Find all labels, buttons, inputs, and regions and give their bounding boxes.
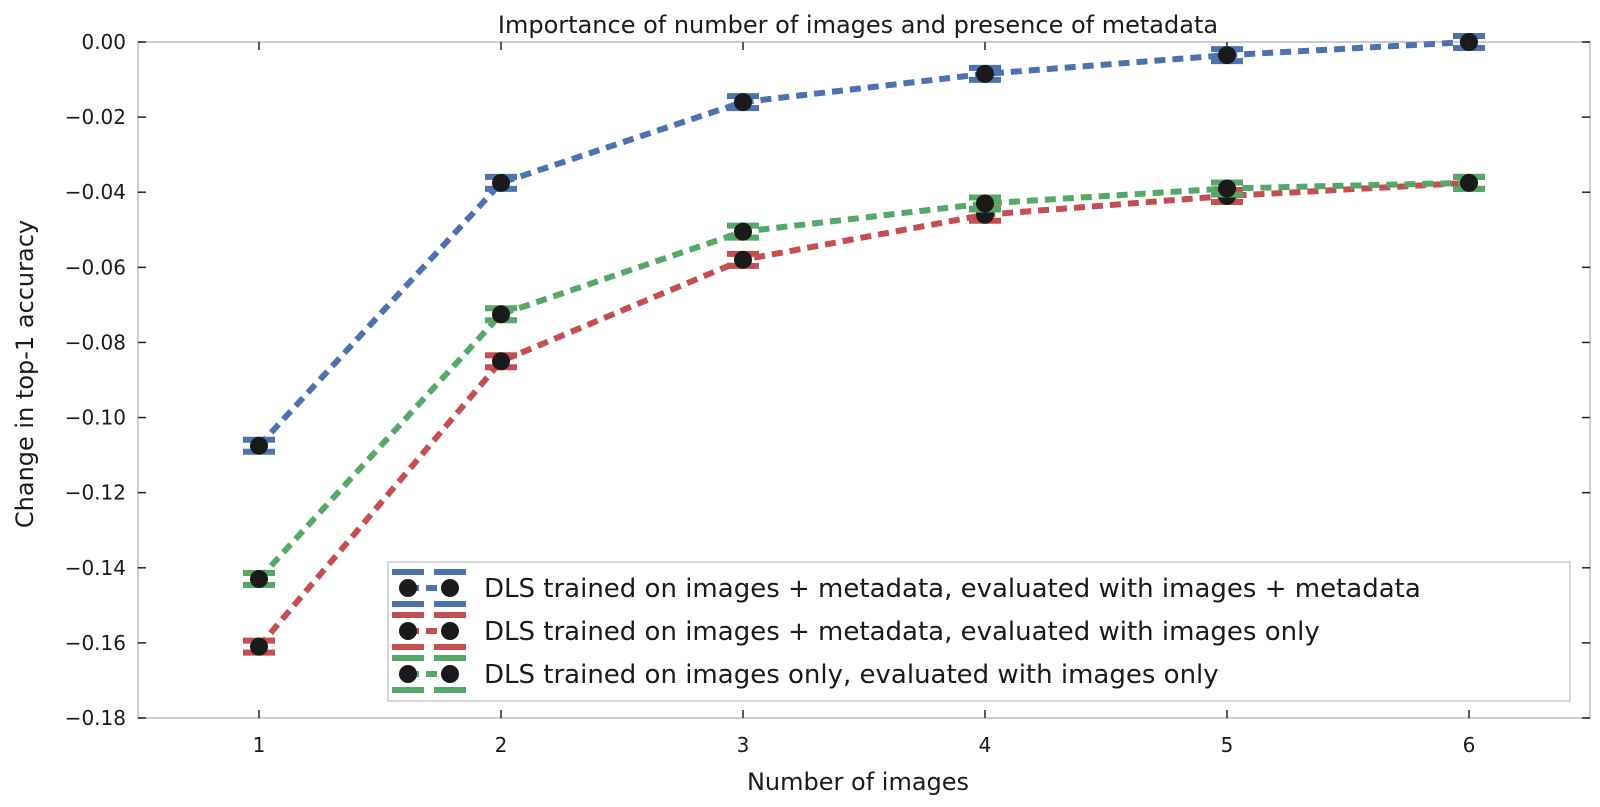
ticks-layer: 0.00 −0.02 −0.04 −0.06 −0.08 −0.10 −0.12 −0.14 −… (65, 30, 1590, 757)
series-line (256, 39, 1470, 448)
legend-marker (399, 665, 417, 683)
legend-label: DLS trained on images + metadata, evalua… (484, 617, 1320, 647)
y-tick-label: −0.16 (65, 631, 126, 655)
x-tick-label: 4 (979, 733, 992, 757)
data-point (1218, 46, 1236, 65)
series-group (243, 173, 1485, 589)
x-tick-label: 3 (737, 733, 750, 757)
y-axis-title: Change in top-1 accuracy (11, 220, 39, 528)
legend-box (387, 561, 1571, 702)
data-point (250, 570, 268, 589)
plot-area-border (137, 41, 1591, 719)
axes-frame (137, 41, 1591, 719)
data-point (734, 250, 752, 269)
chart-title: Importance of number of images and prese… (498, 11, 1218, 39)
data-point (492, 173, 510, 192)
x-tick-label: 6 (1463, 733, 1476, 757)
y-tick-label: −0.04 (65, 180, 126, 204)
legend: DLS trained on images + metadata, evalua… (387, 561, 1571, 702)
data-point (1460, 173, 1478, 192)
legend-entry: DLS trained on images + metadata, evalua… (392, 569, 1421, 607)
legend-label: DLS trained on images only, evaluated wi… (484, 660, 1219, 690)
y-tick-label: −0.10 (65, 406, 126, 430)
series-line (256, 179, 1470, 649)
data-point (734, 222, 752, 241)
data-point (734, 93, 752, 112)
y-tick-label: −0.12 (65, 481, 126, 505)
x-axis-title: Number of images (747, 768, 969, 796)
x-tick-label: 2 (495, 733, 508, 757)
legend-marker (441, 622, 459, 640)
legend-entry: DLS trained on images + metadata, evalua… (392, 612, 1320, 650)
data-point (976, 64, 994, 83)
y-tick-label: −0.14 (65, 556, 126, 580)
y-tick-label: −0.06 (65, 255, 126, 279)
y-tick-label: 0.00 (81, 30, 126, 54)
series-line (256, 179, 1470, 582)
y-tick-label: −0.18 (65, 706, 126, 730)
x-tick-label: 1 (253, 733, 266, 757)
legend-marker (399, 622, 417, 640)
y-tick-label: −0.02 (65, 105, 126, 129)
legend-marker (441, 665, 459, 683)
series-group (243, 33, 1485, 455)
series-layer (243, 33, 1485, 656)
data-point (492, 305, 510, 324)
data-point (250, 637, 268, 656)
data-point (492, 352, 510, 371)
y-tick-label: −0.08 (65, 330, 126, 354)
data-point (1218, 179, 1236, 198)
data-point (976, 194, 994, 213)
legend-label: DLS trained on images + metadata, evalua… (484, 574, 1421, 604)
legend-entry: DLS trained on images only, evaluated wi… (392, 655, 1219, 693)
x-tick-label: 5 (1221, 733, 1234, 757)
data-point (250, 436, 268, 455)
legend-marker (441, 579, 459, 597)
legend-marker (399, 579, 417, 597)
